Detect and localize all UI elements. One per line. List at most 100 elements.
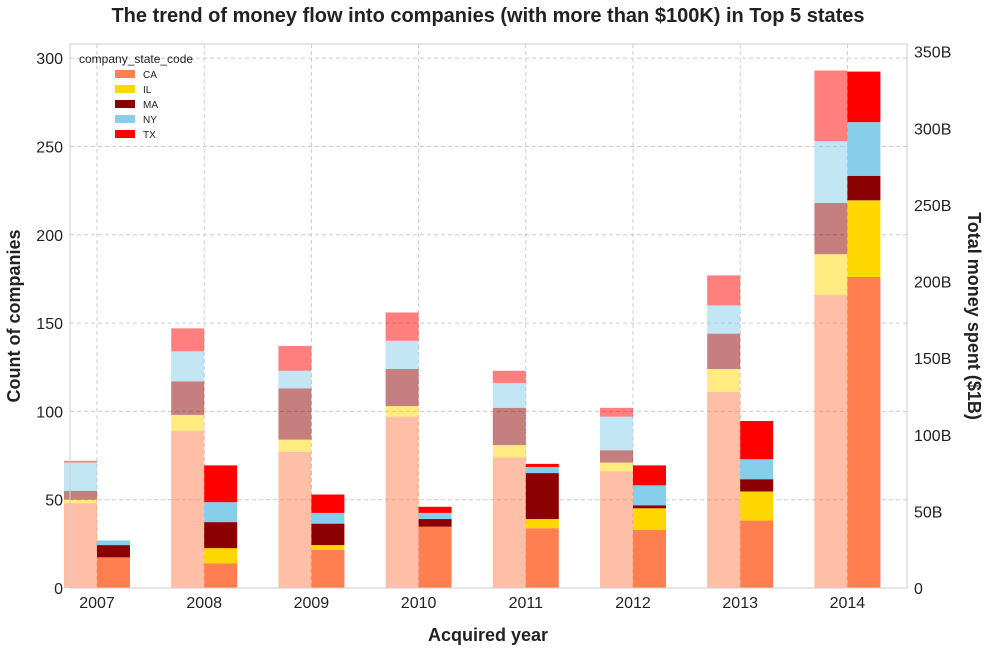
y-axis-label: Count of companies	[4, 229, 24, 402]
count-bar-2011-IL	[492, 444, 526, 458]
y-tick-label-250: 250	[36, 139, 63, 156]
legend-label-MA: MA	[143, 100, 158, 111]
money-bar-2013-IL	[740, 491, 774, 521]
y2-tick-label-250B: 250B	[914, 198, 951, 215]
count-bar-2010-TX	[385, 312, 419, 341]
money-bar-2014-NY	[847, 122, 881, 176]
legend-swatch-MA	[115, 100, 135, 108]
money-bar-2012-MA	[633, 505, 666, 509]
count-bar-2011-MA	[492, 407, 526, 445]
money-bar-2011-MA	[525, 473, 559, 520]
count-bar-2010-IL	[385, 406, 419, 417]
legend-swatch-IL	[115, 85, 135, 93]
money-bar-2014-TX	[847, 71, 881, 123]
legend-swatch-TX	[115, 130, 135, 138]
count-bar-2013-TX	[707, 275, 741, 306]
count-bar-2012-NY	[600, 416, 633, 451]
count-bar-2009-NY	[278, 370, 312, 389]
x-tick-label-2012: 2012	[615, 595, 651, 612]
money-bar-2011-TX	[525, 463, 559, 467]
legend: company_state_code CA IL MA NY TX	[79, 52, 193, 141]
money-bar-2010-MA	[418, 519, 452, 527]
money-bar-2013-CA	[740, 520, 774, 588]
legend-label-IL: IL	[143, 85, 152, 96]
x-tick-label-2010: 2010	[401, 595, 437, 612]
y-tick-label-150: 150	[36, 316, 63, 333]
count-bar-2008-MA	[171, 381, 205, 415]
money-bar-2010-NY	[418, 512, 452, 520]
money-bar-2007-CA	[97, 557, 130, 588]
count-bar-2013-NY	[707, 305, 741, 334]
count-bar-2014-IL	[814, 254, 848, 295]
count-bar-2014-TX	[814, 70, 848, 142]
count-bar-2010-MA	[385, 368, 419, 407]
count-bar-2007-TX	[64, 460, 97, 463]
money-bar-2011-CA	[525, 528, 559, 588]
y2-tick-label-350B: 350B	[914, 45, 951, 62]
money-bar-2014-CA	[847, 276, 881, 588]
count-bar-2007-MA	[64, 490, 97, 500]
count-bar-2009-CA	[278, 452, 312, 588]
count-bar-2012-TX	[600, 407, 633, 417]
y-tick-label-50: 50	[45, 493, 63, 510]
x-tick-label-2013: 2013	[722, 595, 758, 612]
count-bar-2011-TX	[492, 370, 526, 384]
y2-tick-label-300B: 300B	[914, 121, 951, 138]
y-tick-label-100: 100	[36, 404, 63, 421]
y2-tick-label-100B: 100B	[914, 428, 951, 445]
money-bar-2010-CA	[418, 526, 452, 588]
money-bar-2013-TX	[740, 420, 774, 460]
legend-label-TX: TX	[143, 130, 156, 141]
money-bar-2014-MA	[847, 175, 881, 201]
count-bar-2008-CA	[171, 430, 205, 588]
count-bar-2014-CA	[814, 294, 848, 588]
legend-swatch-CA	[115, 70, 135, 78]
legend-title: company_state_code	[79, 52, 193, 66]
money-bar-2012-NY	[633, 485, 666, 506]
y2-tick-label-200B: 200B	[914, 275, 951, 292]
count-bar-2007-IL	[64, 499, 97, 504]
count-bar-2011-NY	[492, 383, 526, 408]
count-bar-2008-IL	[171, 414, 205, 431]
x-tick-label-2011: 2011	[509, 595, 544, 612]
money-bar-2009-TX	[311, 494, 345, 513]
x-tick-label-2009: 2009	[294, 595, 330, 612]
y-tick-label-300: 300	[36, 51, 63, 68]
count-bar-2007-CA	[64, 503, 97, 588]
count-bar-2010-CA	[385, 416, 419, 588]
count-bar-2013-IL	[707, 368, 741, 392]
money-bar-2012-IL	[633, 508, 666, 530]
bars	[64, 70, 881, 588]
money-bar-2009-IL	[311, 545, 345, 550]
money-bar-2008-IL	[204, 548, 238, 564]
money-bar-2012-TX	[633, 465, 666, 486]
count-bar-2013-MA	[707, 333, 741, 369]
count-bar-2008-NY	[171, 351, 205, 382]
x-tick-label-2014: 2014	[830, 595, 866, 612]
x-ticks: 2007 2008 2009 2010 2011 2012 2013 2014	[79, 595, 865, 612]
count-bar-2008-TX	[171, 328, 205, 352]
y-tick-label-200: 200	[36, 228, 63, 245]
chart-title: The trend of money flow into companies (…	[111, 5, 864, 27]
money-bar-2012-CA	[633, 529, 666, 588]
count-bar-2009-MA	[278, 388, 312, 440]
count-bar-2012-IL	[600, 462, 633, 472]
money-bar-2008-TX	[204, 465, 238, 503]
money-bar-2008-NY	[204, 502, 238, 523]
money-bar-2007-MA	[97, 545, 130, 558]
money-bar-2011-IL	[525, 519, 559, 529]
y2-axis-label: Total money spent ($1B)	[964, 212, 984, 420]
count-bar-2012-CA	[600, 471, 633, 588]
money-bar-2009-MA	[311, 523, 345, 546]
legend-label-NY: NY	[143, 115, 157, 126]
money-bar-2009-NY	[311, 512, 345, 524]
legend-label-CA: CA	[143, 70, 157, 81]
count-bar-2014-NY	[814, 141, 848, 203]
x-axis-label: Acquired year	[428, 625, 548, 645]
count-bar-2014-MA	[814, 202, 848, 255]
legend-swatch-NY	[115, 115, 135, 123]
money-bar-2008-CA	[204, 563, 238, 588]
count-bar-2009-IL	[278, 439, 312, 452]
money-bar-2014-IL	[847, 200, 881, 277]
